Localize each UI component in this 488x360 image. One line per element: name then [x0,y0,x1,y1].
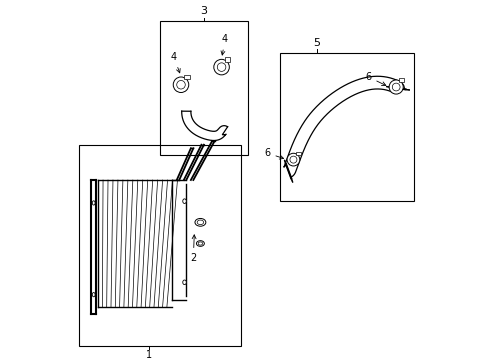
Bar [279,53,413,201]
Circle shape [289,156,296,163]
Text: 5: 5 [313,38,320,48]
Bar [160,21,247,155]
Ellipse shape [183,199,186,203]
Ellipse shape [196,241,204,246]
Ellipse shape [195,219,205,226]
Ellipse shape [198,242,202,245]
Text: 3: 3 [200,6,207,16]
Ellipse shape [92,201,95,205]
Circle shape [286,153,299,166]
Text: 6: 6 [365,72,385,85]
Text: 4: 4 [221,35,228,55]
Text: 1: 1 [146,350,152,360]
Circle shape [173,77,188,93]
FancyBboxPatch shape [184,75,189,79]
Ellipse shape [197,220,203,225]
Bar [79,145,241,346]
Text: 6: 6 [264,148,283,159]
FancyBboxPatch shape [398,78,404,82]
Ellipse shape [92,293,95,297]
Circle shape [217,63,225,71]
Ellipse shape [183,280,186,285]
Circle shape [176,81,185,89]
Circle shape [388,80,403,94]
FancyBboxPatch shape [296,152,300,155]
FancyBboxPatch shape [224,57,230,62]
Circle shape [213,59,229,75]
Text: 2: 2 [190,235,196,263]
Circle shape [391,83,399,91]
Text: 4: 4 [170,52,180,73]
